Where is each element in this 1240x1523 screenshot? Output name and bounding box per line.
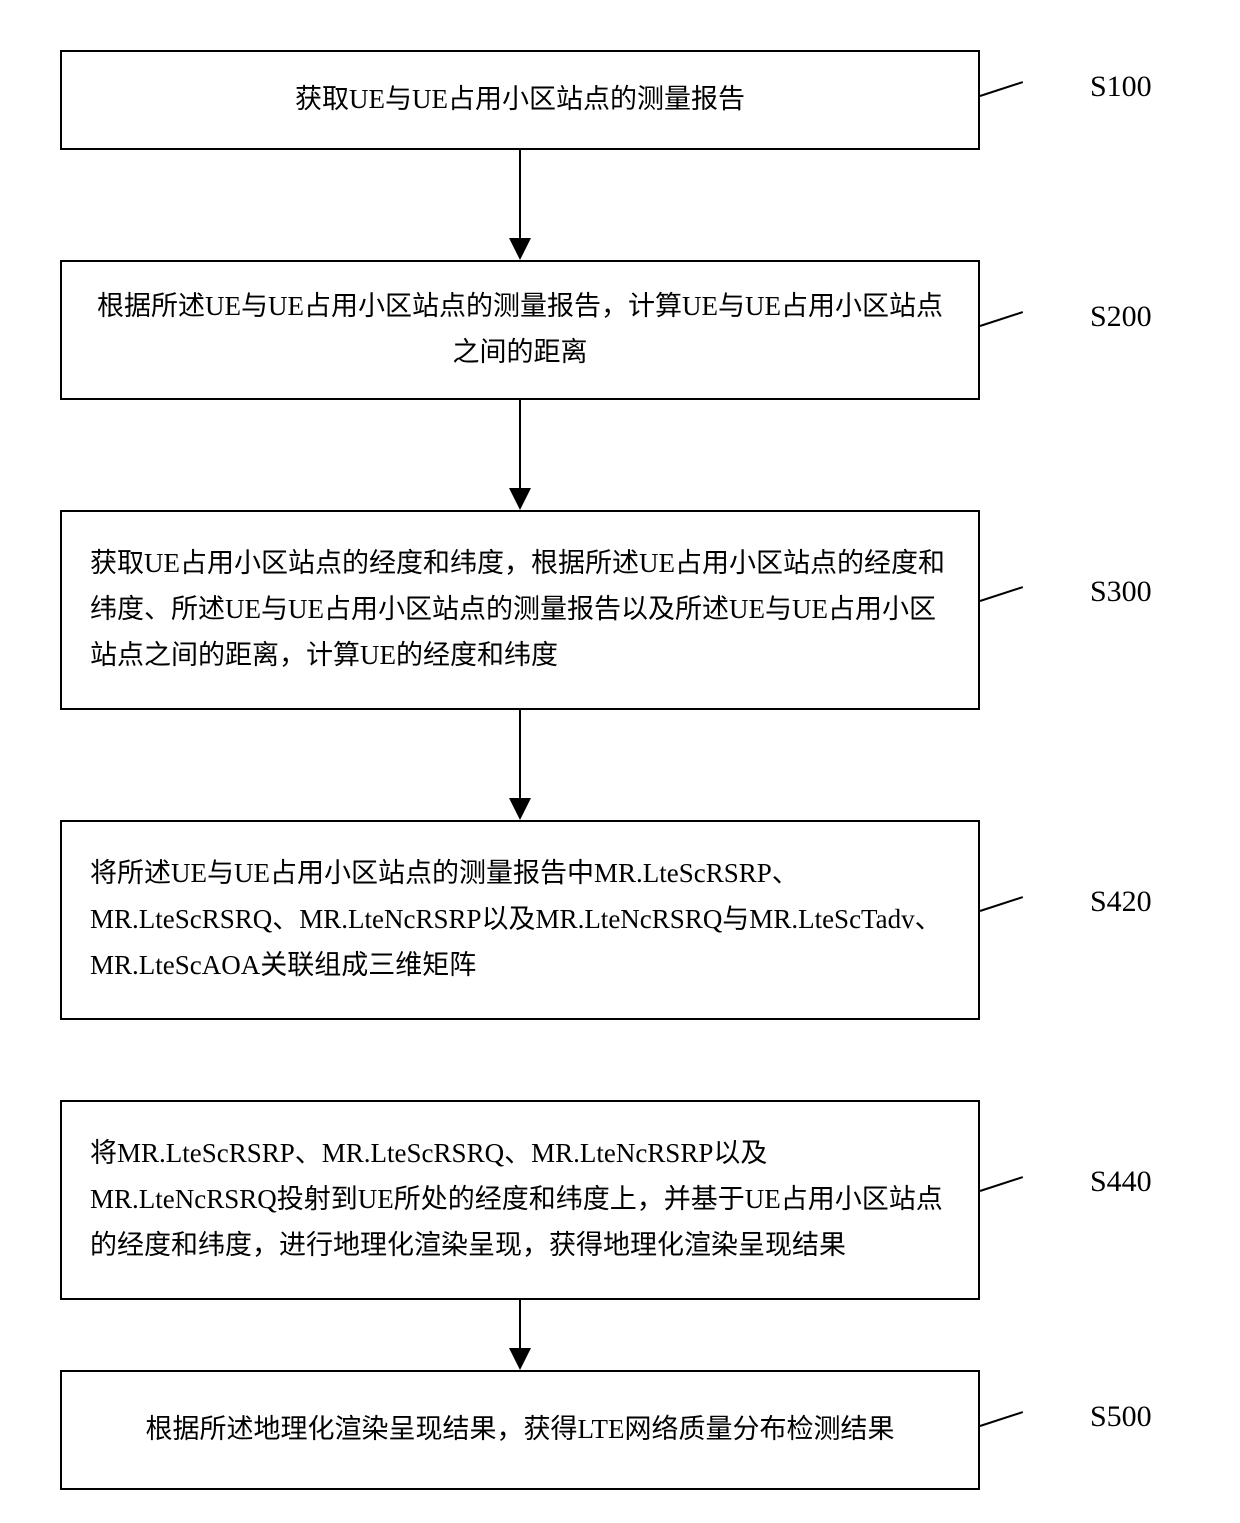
- step-box-s420: 将所述UE与UE占用小区站点的测量报告中MR.LteScRSRP、MR.LteS…: [60, 820, 980, 1020]
- step-text: 根据所述地理化渲染呈现结果，获得LTE网络质量分布检测结果: [146, 1407, 895, 1453]
- step-label-s420: S420: [1090, 885, 1152, 919]
- step-text: 将MR.LteScRSRP、MR.LteScRSRQ、MR.LteNcRSRP以…: [90, 1131, 950, 1269]
- arrow-head-icon: [509, 798, 531, 820]
- flowchart-container: 获取UE与UE占用小区站点的测量报告 S100 根据所述UE与UE占用小区站点的…: [0, 0, 1240, 1523]
- label-connector-s440: [980, 1176, 1023, 1192]
- arrow-shaft: [519, 400, 521, 488]
- label-connector-s500: [980, 1411, 1023, 1427]
- step-box-s440: 将MR.LteScRSRP、MR.LteScRSRQ、MR.LteNcRSRP以…: [60, 1100, 980, 1300]
- step-label-s300: S300: [1090, 575, 1152, 609]
- step-box-s300: 获取UE占用小区站点的经度和纬度，根据所述UE占用小区站点的经度和纬度、所述UE…: [60, 510, 980, 710]
- step-box-s100: 获取UE与UE占用小区站点的测量报告: [60, 50, 980, 150]
- step-text: 获取UE占用小区站点的经度和纬度，根据所述UE占用小区站点的经度和纬度、所述UE…: [90, 541, 950, 679]
- step-text: 获取UE与UE占用小区站点的测量报告: [295, 77, 745, 123]
- step-text: 将所述UE与UE占用小区站点的测量报告中MR.LteScRSRP、MR.LteS…: [90, 851, 950, 989]
- arrow-head-icon: [509, 238, 531, 260]
- arrow-shaft: [519, 150, 521, 238]
- label-connector-s300: [980, 586, 1023, 602]
- arrow-shaft: [519, 1300, 521, 1348]
- step-label-s200: S200: [1090, 300, 1152, 334]
- step-text: 根据所述UE与UE占用小区站点的测量报告，计算UE与UE占用小区站点之间的距离: [90, 284, 950, 376]
- arrow-head-icon: [509, 1348, 531, 1370]
- step-box-s500: 根据所述地理化渲染呈现结果，获得LTE网络质量分布检测结果: [60, 1370, 980, 1490]
- arrow-shaft: [519, 710, 521, 798]
- label-connector-s100: [980, 81, 1023, 97]
- step-label-s500: S500: [1090, 1400, 1152, 1434]
- label-connector-s420: [980, 896, 1023, 912]
- step-label-s440: S440: [1090, 1165, 1152, 1199]
- step-box-s200: 根据所述UE与UE占用小区站点的测量报告，计算UE与UE占用小区站点之间的距离: [60, 260, 980, 400]
- label-connector-s200: [980, 311, 1023, 327]
- arrow-head-icon: [509, 488, 531, 510]
- step-label-s100: S100: [1090, 70, 1152, 104]
